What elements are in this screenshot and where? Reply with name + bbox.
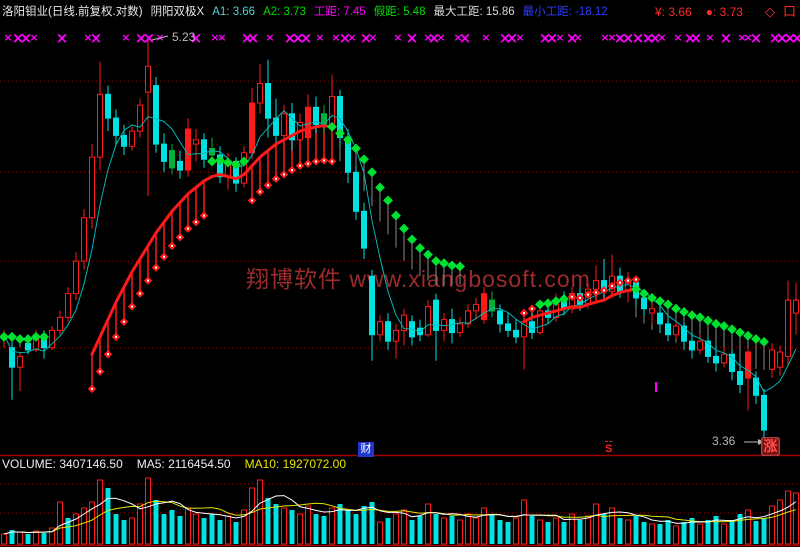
svg-text:×: ×	[632, 29, 645, 47]
header-segment: A2: 3.73	[263, 6, 306, 18]
window-icon[interactable]: 口	[782, 4, 796, 19]
svg-text:×: ×	[743, 31, 752, 44]
svg-text:×: ×	[12, 29, 25, 47]
volume-readout-row: VOLUME: 3407146.50 MA5: 2116454.50 MA10:…	[2, 457, 346, 472]
svg-text:×: ×	[791, 29, 800, 47]
svg-text:×: ×	[292, 29, 305, 47]
svg-text:×: ×	[657, 31, 666, 44]
svg-text:×: ×	[406, 29, 419, 47]
svg-text:×: ×	[339, 29, 352, 47]
svg-text:×: ×	[690, 29, 703, 47]
svg-text:×: ×	[393, 31, 402, 44]
indicator-dots	[0, 121, 769, 394]
candlesticks	[1, 38, 799, 443]
svg-text:×: ×	[300, 29, 313, 47]
svg-text:×: ×	[241, 29, 254, 47]
svg-text:×: ×	[247, 29, 260, 47]
price-ma-line	[3, 110, 797, 393]
sell-x-marks: × ××× × ×× × ×× × ×× ×× × ××× × ××× ×× × × ××× ×× × ××× ××× ×…	[3, 29, 800, 392]
svg-text:×: ×	[436, 31, 445, 44]
svg-text:×: ×	[515, 31, 524, 44]
svg-text:×: ×	[649, 29, 662, 47]
svg-text:×: ×	[56, 29, 69, 47]
svg-text:×: ×	[737, 31, 746, 44]
svg-text:×: ×	[573, 31, 582, 44]
window-controls: ◇ 口	[765, 3, 796, 21]
svg-text:×: ×	[368, 31, 377, 44]
svg-text:×: ×	[769, 29, 782, 47]
svg-text:×: ×	[331, 31, 340, 44]
price-readout-group: ¥: 3.66 ●: 3.73	[655, 3, 743, 21]
svg-text:×: ×	[684, 29, 697, 47]
svg-text:×: ×	[673, 31, 682, 44]
dot-price: ●: 3.73	[705, 5, 743, 19]
svg-text:×: ×	[453, 31, 462, 44]
svg-text:×: ×	[190, 29, 203, 47]
indicator-header: 洛阳钼业(日线.前复权.对数) 阴阳双极X A1: 3.66 A2: 3.73 工距: …	[2, 3, 608, 23]
header-segment: 假距: 5.48	[373, 6, 426, 18]
svg-text:×: ×	[555, 31, 564, 44]
svg-text:×: ×	[642, 29, 655, 47]
svg-text:×: ×	[566, 29, 579, 47]
svg-text:×: ×	[83, 31, 92, 44]
volume-ma5: MA5: 2116454.50	[136, 457, 231, 471]
high-price-label: 5.23	[172, 30, 196, 44]
cai-event-flag[interactable]: 财	[358, 442, 374, 457]
header-segment: 最小工距: -18.12	[522, 6, 608, 18]
indicator-hatches	[3, 125, 765, 389]
svg-text:×: ×	[546, 29, 559, 47]
svg-text:×: ×	[776, 29, 789, 47]
svg-text:×: ×	[607, 31, 616, 44]
svg-text:×: ×	[614, 29, 627, 47]
header-segment: 阴阳双极X	[150, 6, 205, 18]
header-segment: 工距: 7.45	[313, 6, 366, 18]
svg-text:×: ×	[481, 31, 490, 44]
svg-text:×: ×	[423, 31, 432, 44]
svg-text:×: ×	[750, 29, 763, 47]
svg-text:×: ×	[20, 29, 33, 47]
svg-text:×: ×	[600, 31, 609, 44]
volume-bars	[1, 477, 799, 545]
svg-text:×: ×	[210, 31, 219, 44]
svg-text:×: ×	[121, 31, 130, 44]
header-segment: 最大工距: 15.86	[433, 6, 515, 18]
sell-signal-marker: S	[605, 441, 613, 455]
svg-text:×: ×	[539, 29, 552, 47]
svg-text:×: ×	[360, 29, 373, 47]
volume-ma-lines	[3, 495, 797, 535]
svg-text:×: ×	[90, 29, 103, 47]
price-gridlines	[0, 80, 800, 547]
svg-text:×: ×	[217, 31, 226, 44]
svg-text:×: ×	[315, 31, 324, 44]
zhang-seal-stamp: 涨	[761, 437, 780, 456]
low-price-label: 3.36	[712, 434, 736, 448]
svg-text:×: ×	[347, 31, 356, 44]
svg-text:×: ×	[284, 29, 297, 47]
svg-text:×: ×	[784, 29, 797, 47]
header-segment: 洛阳钼业(日线.前复权.对数)	[2, 6, 143, 18]
svg-text:×: ×	[3, 31, 12, 44]
svg-text:×: ×	[720, 29, 733, 47]
svg-text:×: ×	[705, 31, 714, 44]
watermark: 翔博软件 www.xiangbosoft.com	[246, 266, 591, 292]
svg-text:×: ×	[265, 31, 274, 44]
red-trend-line	[90, 124, 638, 356]
svg-text:×: ×	[143, 29, 156, 47]
svg-text:×: ×	[29, 31, 38, 44]
svg-text:×: ×	[135, 29, 148, 47]
svg-text:×: ×	[459, 29, 472, 47]
diamond-icon[interactable]: ◇	[764, 4, 775, 19]
svg-text:×: ×	[622, 29, 635, 47]
svg-text:×: ×	[499, 29, 512, 47]
svg-text:×: ×	[428, 29, 441, 47]
volume-value: VOLUME: 3407146.50	[2, 457, 123, 471]
yen-price: ¥: 3.66	[655, 5, 692, 19]
volume-ma10: MA10: 1927072.00	[244, 457, 347, 471]
svg-text:×: ×	[506, 29, 519, 47]
header-segment: A1: 3.66	[212, 6, 256, 18]
annotation-arrows	[151, 35, 764, 445]
